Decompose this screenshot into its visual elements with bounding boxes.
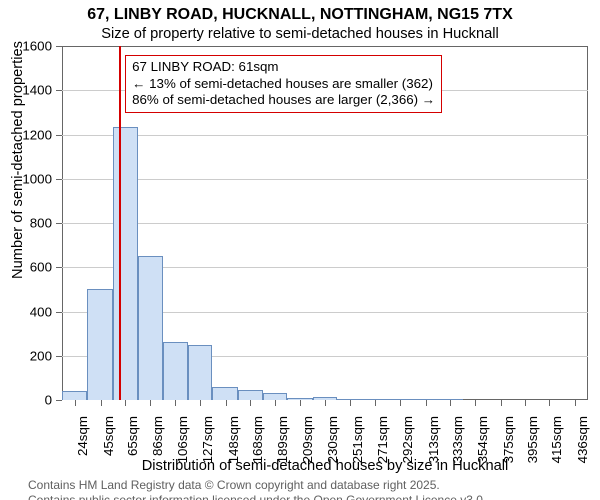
histogram-bar: [138, 256, 162, 400]
x-tick-mark: [75, 400, 76, 406]
chart-root: 67, LINBY ROAD, HUCKNALL, NOTTINGHAM, NG…: [0, 0, 600, 500]
x-tick-mark: [101, 400, 102, 406]
x-tick-mark: [300, 400, 301, 406]
plot-area: 0200400600800100012001400160024sqm45sqm6…: [62, 46, 588, 400]
x-tick-mark: [426, 400, 427, 406]
y-tick-label: 1200: [8, 127, 62, 142]
x-tick-mark: [375, 400, 376, 406]
x-tick-mark: [250, 400, 251, 406]
x-tick-mark: [226, 400, 227, 406]
y-tick-label: 400: [8, 304, 62, 319]
y-gridline: [62, 179, 588, 180]
annotation-line: 86% of semi-detached houses are larger (…: [132, 92, 435, 109]
annotation-line: 67 LINBY ROAD: 61sqm: [132, 59, 435, 76]
x-tick-mark: [350, 400, 351, 406]
y-tick-label: 0: [8, 393, 62, 408]
histogram-bar: [263, 393, 287, 400]
x-tick-mark: [501, 400, 502, 406]
annotation-box: 67 LINBY ROAD: 61sqm← 13% of semi-detach…: [125, 55, 442, 113]
x-tick-mark: [549, 400, 550, 406]
y-tick-label: 600: [8, 260, 62, 275]
chart-title: 67, LINBY ROAD, HUCKNALL, NOTTINGHAM, NG…: [0, 6, 600, 24]
y-tick-label: 1000: [8, 171, 62, 186]
y-gridline: [62, 223, 588, 224]
annotation-line: ← 13% of semi-detached houses are smalle…: [132, 76, 435, 93]
histogram-bar: [62, 391, 87, 400]
x-tick-mark: [400, 400, 401, 406]
x-tick-mark: [125, 400, 126, 406]
y-tick-label: 1600: [8, 39, 62, 54]
histogram-bar: [238, 390, 263, 400]
histogram-bar: [163, 342, 188, 400]
axis-top: [62, 46, 588, 47]
histogram-bar: [188, 345, 212, 400]
x-tick-mark: [450, 400, 451, 406]
histogram-bar: [113, 127, 138, 400]
subject-marker-line: [119, 46, 121, 400]
y-gridline: [62, 135, 588, 136]
histogram-bar: [212, 387, 237, 400]
x-tick-mark: [150, 400, 151, 406]
x-tick-mark: [275, 400, 276, 406]
histogram-bar: [87, 289, 112, 400]
x-tick-mark: [575, 400, 576, 406]
x-tick-mark: [175, 400, 176, 406]
x-tick-mark: [525, 400, 526, 406]
y-tick-label: 200: [8, 348, 62, 363]
x-tick-mark: [200, 400, 201, 406]
y-tick-label: 1400: [8, 83, 62, 98]
attribution-line2: Contains public sector information licen…: [28, 493, 486, 500]
chart-subtitle: Size of property relative to semi-detach…: [0, 26, 600, 42]
attribution-text: Contains HM Land Registry data © Crown c…: [28, 478, 486, 500]
attribution-line1: Contains HM Land Registry data © Crown c…: [28, 478, 486, 493]
x-axis-label: Distribution of semi-detached houses by …: [60, 458, 590, 474]
y-tick-label: 800: [8, 216, 62, 231]
x-tick-mark: [325, 400, 326, 406]
x-tick-mark: [475, 400, 476, 406]
